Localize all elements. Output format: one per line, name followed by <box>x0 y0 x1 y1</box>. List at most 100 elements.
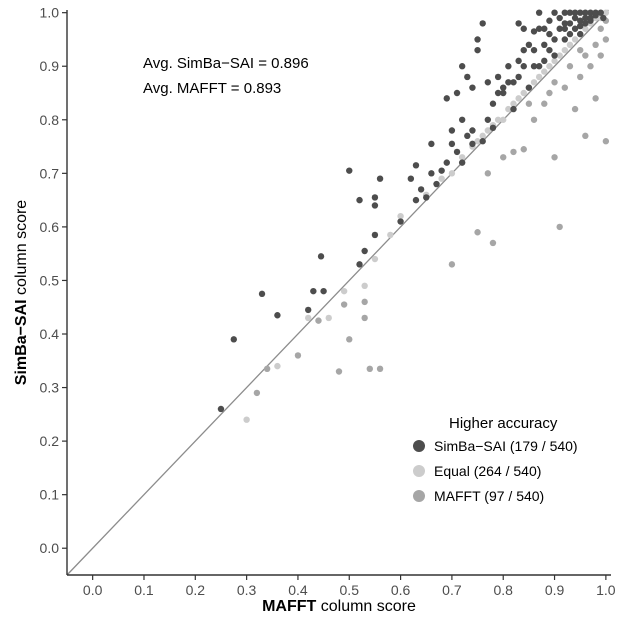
point-simba <box>515 57 522 65</box>
point-simba <box>541 41 548 49</box>
point-mafft <box>525 100 533 107</box>
legend-label-mafft: MAFFT (97 / 540) <box>434 488 544 504</box>
reference-line <box>66 9 609 576</box>
point-simba <box>500 84 507 91</box>
point-simba <box>582 14 589 22</box>
point-simba <box>571 25 579 32</box>
point-equal <box>530 79 538 86</box>
point-simba <box>566 9 574 16</box>
point-simba <box>520 25 527 32</box>
point-simba <box>551 9 558 16</box>
point-equal <box>479 132 486 140</box>
point-simba <box>556 14 563 22</box>
y-tick-label: 0.1 <box>40 487 60 503</box>
point-mafft <box>500 154 507 161</box>
point-simba <box>464 73 471 81</box>
point-equal <box>305 314 312 322</box>
legend-count-simba: (179 / 540) <box>510 438 578 454</box>
point-simba <box>515 20 522 27</box>
x-tick-label: 0.2 <box>186 582 206 598</box>
point-simba <box>443 159 450 166</box>
point-simba <box>494 89 502 97</box>
point-mafft <box>561 84 569 91</box>
point-mafft <box>474 229 481 236</box>
point-mafft <box>510 148 517 156</box>
point-simba <box>571 9 579 16</box>
point-simba <box>448 127 456 134</box>
legend-item-equal: Equal (264 / 540) <box>413 463 541 479</box>
point-simba <box>505 63 512 70</box>
y-tick-label: 0.5 <box>40 272 60 288</box>
point-simba <box>371 231 379 239</box>
point-mafft <box>597 52 604 59</box>
point-mafft <box>340 301 348 308</box>
point-simba <box>376 175 384 182</box>
y-tick-label: 0.3 <box>40 380 60 396</box>
point-simba <box>500 89 507 97</box>
point-equal <box>458 154 466 161</box>
point-simba <box>371 194 379 201</box>
reference-line-layer <box>66 9 609 576</box>
point-simba <box>412 196 420 204</box>
point-equal <box>448 170 456 177</box>
annotations: Avg. SimBa−SAI = 0.896 Avg. MAFFT = 0.89… <box>143 55 309 97</box>
point-mafft <box>602 138 610 145</box>
point-mafft <box>541 100 548 107</box>
point-simba <box>600 14 607 22</box>
points-layer <box>217 9 610 423</box>
point-simba <box>371 202 379 209</box>
axes-layer <box>66 10 611 576</box>
point-simba <box>551 36 558 43</box>
point-simba <box>577 22 584 30</box>
point-simba <box>546 17 553 24</box>
point-equal <box>500 116 507 123</box>
point-equal <box>371 255 379 263</box>
y-tick-label: 0.2 <box>40 433 60 449</box>
point-simba <box>230 336 237 343</box>
x-tick-label: 0.6 <box>391 582 411 598</box>
point-mafft <box>361 298 368 306</box>
x-tick-label: 0.5 <box>340 582 360 598</box>
point-simba <box>469 127 476 134</box>
point-simba <box>556 25 563 32</box>
point-equal <box>484 127 492 134</box>
x-tick-label: 1.0 <box>596 582 616 598</box>
annotation-simba: Avg. SimBa−SAI = 0.896 <box>143 55 309 72</box>
point-equal <box>546 63 553 70</box>
point-equal <box>505 105 512 113</box>
point-simba <box>587 9 594 16</box>
point-simba <box>479 20 486 27</box>
point-equal <box>438 175 445 182</box>
point-mafft <box>294 352 302 359</box>
point-mafft <box>577 46 584 54</box>
point-mafft <box>489 239 497 247</box>
annotation-mafft: Avg. MAFFT = 0.893 <box>143 80 281 97</box>
point-simba <box>448 140 456 148</box>
legend-key-mafft <box>413 490 425 502</box>
legend-name-simba: SimBa−SAI <box>434 438 506 454</box>
point-simba <box>510 79 517 86</box>
point-simba <box>489 124 497 132</box>
point-simba <box>458 63 466 70</box>
legend-item-simba: SimBa−SAI (179 / 540) <box>413 438 578 454</box>
point-mafft <box>546 89 553 97</box>
legend-title: Higher accuracy <box>449 415 558 432</box>
legend-label-equal: Equal (264 / 540) <box>434 463 541 479</box>
legend-name-equal: Equal <box>434 463 470 479</box>
legend-count-equal: (264 / 540) <box>474 463 542 479</box>
point-simba <box>592 9 599 16</box>
point-equal <box>556 52 563 59</box>
point-equal <box>325 314 332 322</box>
y-tick-label: 0.7 <box>40 165 60 181</box>
point-equal <box>520 89 527 97</box>
point-simba <box>443 95 450 102</box>
point-simba <box>417 186 425 193</box>
point-simba <box>458 116 466 123</box>
point-equal <box>566 41 574 49</box>
point-simba <box>561 25 569 32</box>
x-tick-label: 0.1 <box>134 582 154 598</box>
point-equal <box>541 68 548 75</box>
point-mafft <box>376 365 384 373</box>
point-equal <box>571 36 579 43</box>
point-simba <box>438 167 445 174</box>
